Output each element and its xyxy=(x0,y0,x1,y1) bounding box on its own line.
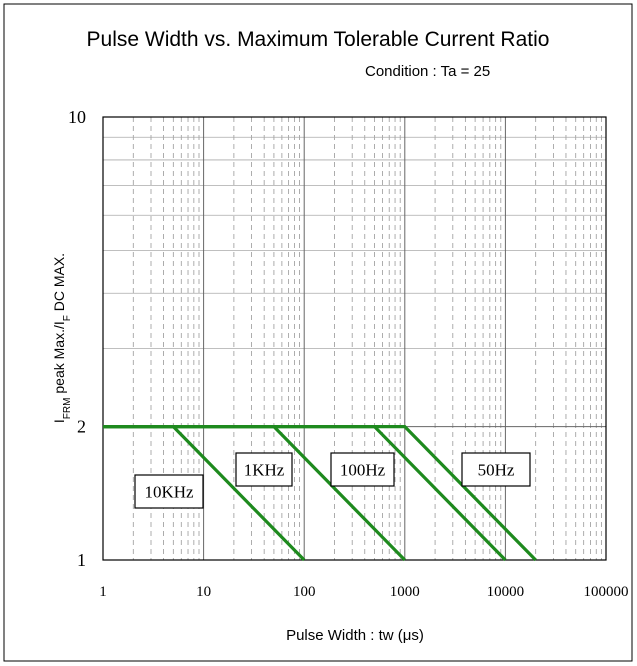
x-tick-label: 1 xyxy=(99,584,107,600)
frame xyxy=(3,3,633,662)
y-axis-label: IFRM peak Max./IF DC MAX. xyxy=(51,253,73,423)
y-axis-label-part: F xyxy=(62,315,73,321)
x-tick-label: 1000 xyxy=(390,584,420,600)
y-axis-label-part: DC MAX. xyxy=(51,253,67,315)
series-label: 50Hz xyxy=(478,461,515,480)
x-tick-label: 10000 xyxy=(487,584,525,600)
chart-title: Pulse Width vs. Maximum Tolerable Curren… xyxy=(87,28,550,51)
series-label-box xyxy=(330,452,395,487)
x-axis-label: Pulse Width : tw (μs) xyxy=(286,627,424,644)
y-tick-label: 2 xyxy=(77,417,86,437)
y-axis-label-part: FRM xyxy=(62,398,73,420)
series-label-box xyxy=(461,452,531,487)
y-axis-label-part: I xyxy=(51,419,67,423)
y-tick-label: 10 xyxy=(68,107,86,127)
series-label: 10KHz xyxy=(144,483,194,502)
series-label: 100Hz xyxy=(340,461,386,480)
chart-subtitle: Condition : Ta = 25 xyxy=(365,63,490,80)
x-tick-label: 100 xyxy=(293,584,316,600)
series-label: 1KHz xyxy=(244,461,285,480)
x-tick-label: 100000 xyxy=(584,584,629,600)
plot-border xyxy=(102,116,607,561)
x-tick-label: 10 xyxy=(196,584,211,600)
series-label-box xyxy=(235,452,293,487)
y-tick-label: 1 xyxy=(77,550,86,570)
series-line xyxy=(103,425,537,562)
series-label-box xyxy=(134,474,204,509)
y-axis-label-part: peak Max./I xyxy=(51,321,67,397)
